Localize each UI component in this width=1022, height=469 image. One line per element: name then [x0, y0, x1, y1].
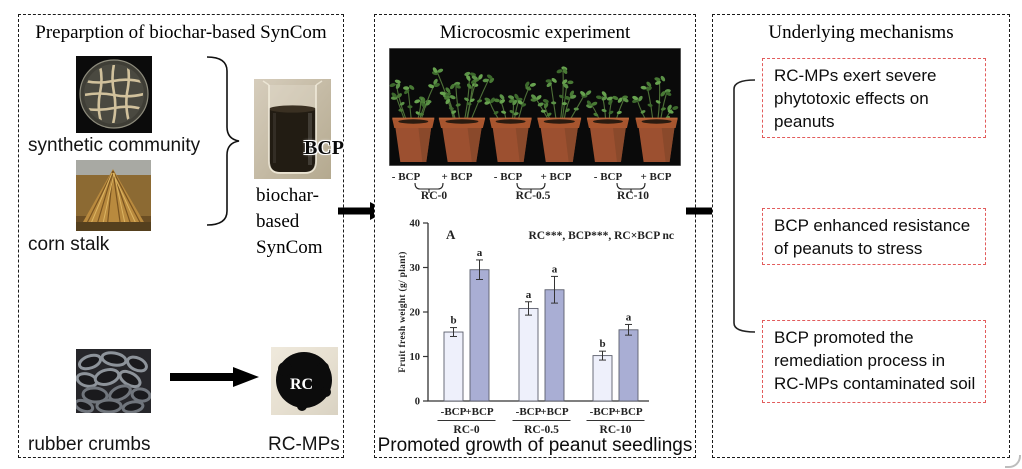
rc-label: RC	[289, 376, 314, 393]
biochar-caption-line3: SynCom	[256, 237, 323, 258]
corn-stalk-photo	[76, 160, 151, 231]
window-corner	[1005, 455, 1021, 468]
fruit-weight-chart: 0 10 20 30 40 Fruit fresh weight (g/ plant) A R…	[397, 219, 674, 437]
mechanisms-bracket	[733, 79, 756, 333]
svg-text:a: a	[626, 311, 632, 323]
svg-text:b: b	[599, 338, 605, 350]
svg-text:+BCP: +BCP	[540, 406, 569, 418]
svg-text:RC-0: RC-0	[453, 424, 479, 436]
svg-text:40: 40	[410, 219, 421, 230]
svg-text:-BCP: -BCP	[590, 406, 616, 418]
rubber-crumbs-photo	[76, 349, 151, 413]
corn-stalk-label: corn stalk	[28, 234, 110, 255]
svg-text:0: 0	[415, 397, 420, 408]
svg-text:a: a	[526, 289, 532, 301]
combining-brace	[206, 56, 240, 226]
rc-mps-photo: RC	[271, 347, 338, 415]
svg-text:+BCP: +BCP	[614, 406, 643, 418]
group-brace-1	[414, 182, 444, 193]
group-brace-3	[616, 182, 646, 193]
svg-text:a: a	[477, 247, 483, 259]
petri-dish-photo	[76, 56, 152, 133]
panel-microcosmic-title: Microcosmic experiment	[439, 22, 631, 43]
treatment-minus-bcp-2: - BCP	[493, 171, 523, 183]
group-name-rc05: RC-0.5	[515, 190, 551, 202]
svg-text:b: b	[450, 315, 456, 327]
panel-mechanisms-title: Underlying mechanisms	[768, 22, 954, 43]
svg-text:10: 10	[410, 352, 421, 363]
svg-text:a: a	[552, 263, 558, 275]
panel-microcosmic-caption: Promoted growth of peanut seedlings	[377, 435, 693, 456]
seedlings-photo	[389, 48, 681, 166]
rc-mps-label: RC-MPs	[268, 434, 340, 455]
svg-text:-BCP: -BCP	[516, 406, 542, 418]
svg-text:Fruit fresh weight (g/ plant): Fruit fresh weight (g/ plant)	[397, 251, 408, 372]
svg-text:RC-10: RC-10	[600, 424, 632, 436]
group-name-rc10: RC-10	[617, 190, 649, 202]
svg-text:RC***, BCP***, RC×BCP nc: RC***, BCP***, RC×BCP nc	[528, 230, 674, 242]
treatment-plus-bcp-2: + BCP	[540, 171, 572, 183]
mechanism-box-remediation: BCP promoted the remediation process in …	[762, 320, 986, 403]
panel-microcosmic: Microcosmic experiment - BCP + BCP RC-0 …	[374, 14, 696, 458]
group-name-rc0: RC-0	[420, 190, 448, 202]
arrow-rubber-to-rc	[170, 367, 259, 387]
rc-powder-blob	[276, 352, 332, 411]
svg-text:A: A	[446, 227, 456, 242]
panel-preparation-title: Preparption of biochar-based SynCom	[35, 22, 327, 43]
treatment-plus-bcp-1: + BCP	[441, 171, 473, 183]
mechanism-box-phytotoxic: RC-MPs exert severe phytotoxic effects o…	[762, 58, 986, 138]
treatment-minus-bcp-1: - BCP	[391, 171, 421, 183]
panel-preparation: Preparption of biochar-based SynCom synt…	[18, 14, 344, 458]
svg-text:+BCP: +BCP	[465, 406, 494, 418]
bcp-label: BCP	[304, 137, 344, 159]
treatment-minus-bcp-3: - BCP	[593, 171, 623, 183]
group-brace-2	[516, 182, 546, 193]
synthetic-community-label: synthetic community	[28, 135, 201, 156]
panel-mechanisms: Underlying mechanisms RC-MPs exert sever…	[712, 14, 1010, 458]
svg-text:-BCP: -BCP	[441, 406, 467, 418]
mechanism-box-resistance: BCP enhanced resistance of peanuts to st…	[762, 208, 986, 265]
svg-text:20: 20	[410, 308, 421, 319]
svg-text:RC-0.5: RC-0.5	[524, 424, 559, 436]
rubber-crumbs-label: rubber crumbs	[28, 434, 151, 455]
beaker-photo	[254, 79, 331, 179]
treatment-plus-bcp-3: + BCP	[640, 171, 672, 183]
biochar-caption-line2: based	[256, 211, 300, 232]
svg-text:30: 30	[410, 263, 421, 274]
biochar-syncom-caption: biochar- based SynCom	[256, 183, 323, 261]
biochar-caption-line1: biochar-	[256, 185, 319, 206]
